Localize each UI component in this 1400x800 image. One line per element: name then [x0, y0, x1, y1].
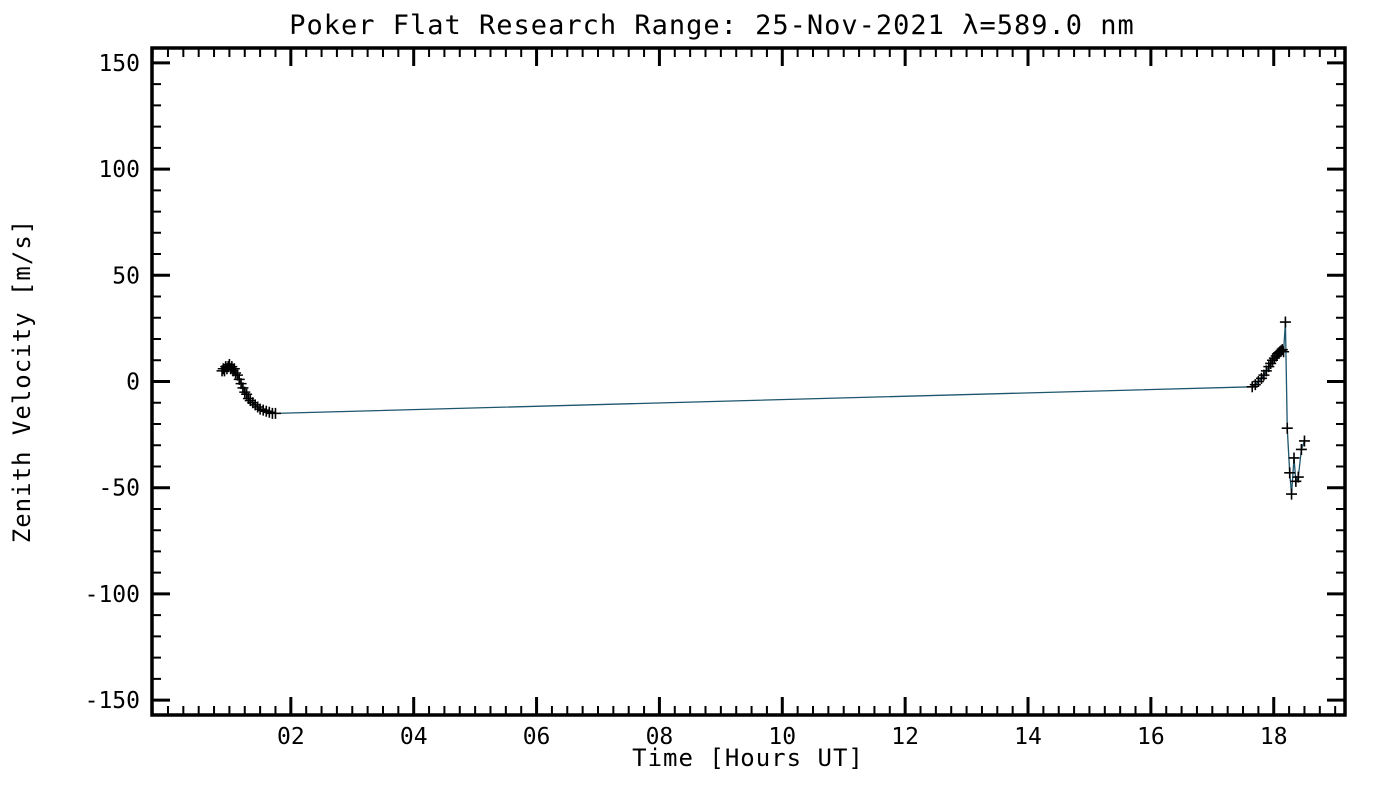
- plot-frame: [150, 46, 1347, 717]
- data-series-group: [216, 316, 1310, 500]
- data-line: [221, 321, 1306, 495]
- minor-ticks: [151, 48, 1345, 715]
- chart-title: Poker Flat Research Range: 25-Nov-2021 λ…: [289, 10, 1135, 41]
- major-ticks: [152, 48, 1345, 715]
- x-tick-label: 06: [523, 724, 551, 750]
- y-tick-label: 0: [126, 370, 140, 396]
- y-tick-label: 50: [112, 263, 140, 289]
- y-tick-label: -100: [85, 582, 140, 608]
- axis-ticks-group: [151, 48, 1345, 715]
- x-tick-label: 14: [1014, 724, 1042, 750]
- plot-frame-group: [150, 46, 1347, 717]
- y-axis-label: Zenith Velocity [m/s]: [8, 219, 36, 543]
- plus-markers: [216, 316, 1310, 500]
- x-tick-label: 10: [768, 724, 796, 750]
- x-tick-label: 12: [891, 724, 919, 750]
- tick-labels-group: 02 04 06 08 10 12 14 16 18 -150 -100 -50 0 50 100 150: [85, 51, 1288, 750]
- y-tick-label: 150: [98, 51, 140, 77]
- y-tick-label: -150: [85, 688, 140, 714]
- x-axis-label: Time [Hours UT]: [632, 744, 864, 772]
- y-tick-label: -50: [98, 476, 140, 502]
- x-tick-label: 08: [646, 724, 674, 750]
- x-tick-label: 04: [400, 724, 428, 750]
- x-tick-label: 18: [1260, 724, 1288, 750]
- x-tick-label: 02: [277, 724, 305, 750]
- x-tick-label: 16: [1137, 724, 1165, 750]
- y-tick-label: 100: [98, 157, 140, 183]
